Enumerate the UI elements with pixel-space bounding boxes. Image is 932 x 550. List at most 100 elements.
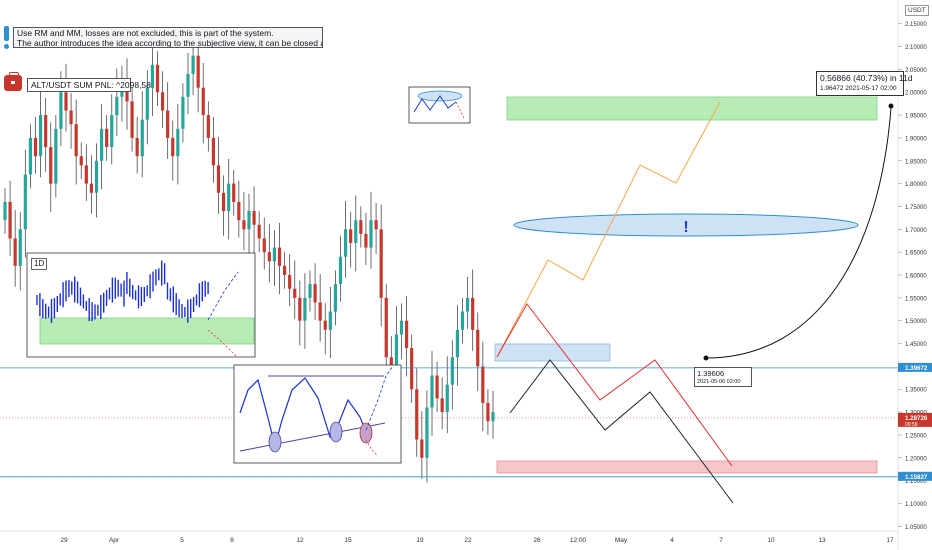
candle-body [176, 128, 180, 157]
candle-body [140, 119, 144, 157]
candle-body [227, 183, 231, 212]
disclaimer-note[interactable]: Use RM and MM, losses are not excluded, … [13, 27, 323, 48]
candle-body [130, 101, 134, 138]
candle-body [155, 64, 160, 93]
price-tick-label: 1.80000 [905, 182, 927, 188]
candle-body [84, 165, 88, 184]
candle-body [38, 115, 43, 157]
candle-body [59, 92, 63, 129]
pattern-icon-arrow [455, 101, 465, 119]
price-tick-label: 1.75000 [905, 205, 927, 211]
candle-body [232, 183, 236, 202]
candle-body [267, 252, 271, 262]
price-tick-label: 1.50000 [905, 319, 927, 325]
price-tick-label: 1.95000 [905, 114, 927, 120]
candle-body [242, 220, 246, 230]
time-tick-label: 29 [60, 537, 68, 544]
inset-right-shoulder [359, 422, 373, 444]
candle-body [135, 137, 139, 157]
candle-body [415, 389, 419, 440]
candle-body [486, 402, 490, 422]
time-tick-label: 8 [230, 537, 234, 544]
price-badge-value: 1.28726 [905, 415, 928, 422]
candle-body [460, 311, 465, 330]
candle-body [354, 220, 358, 244]
disclaimer-line-2: The author introduces the idea according… [17, 38, 322, 48]
candle-body [399, 320, 404, 335]
candle-body [491, 412, 495, 422]
candle-body [374, 220, 378, 230]
stop-zone [496, 460, 878, 474]
candle-body [465, 297, 470, 312]
candle-body [125, 83, 129, 102]
alert-mark: ! [683, 219, 688, 236]
inset-price-path [239, 377, 367, 449]
candle-body [237, 201, 241, 221]
time-tick-label: 10 [767, 537, 775, 544]
candle-body [435, 375, 439, 399]
target-point-dot [888, 103, 894, 109]
candle-body [3, 201, 7, 221]
time-tick-label: 5 [180, 537, 184, 544]
candle-body [410, 348, 414, 390]
candle-body [343, 229, 348, 257]
candle-body [450, 357, 454, 385]
candle-body [333, 284, 338, 312]
candle-body [74, 124, 78, 157]
disclaimer-line-1: Use RM and MM, losses are not excluded, … [17, 28, 274, 38]
candle-body [298, 297, 302, 321]
inset-head [329, 421, 343, 443]
anchor-point-label[interactable]: 1.39606 2021-05-06 02:00 [694, 367, 752, 387]
candle-body [420, 439, 424, 458]
currency-label: USDT [905, 5, 929, 16]
price-tick-label: 1.10000 [905, 502, 927, 508]
candle-body [49, 147, 53, 184]
candle-body [13, 238, 17, 266]
inset-down-path [365, 439, 379, 457]
bullish-projection [496, 101, 721, 358]
candle-body [476, 329, 480, 367]
time-tick-label: 26 [533, 537, 541, 544]
time-tick-label: Apr [109, 537, 120, 544]
projection-stats-label[interactable]: 0.56866 (40.73%) in 11d 1.96472 2021-05-… [816, 71, 913, 96]
drawings: ! [0, 86, 898, 504]
pattern-icon-line [413, 95, 457, 113]
bearish-projection [496, 303, 733, 467]
candle-body [262, 238, 266, 253]
projection-curve [705, 107, 892, 359]
candle-body [364, 233, 368, 248]
candle-body [8, 201, 12, 239]
price-badge-sub: 09:59 [905, 422, 918, 428]
price-axis[interactable]: 2.15000 2.10000 2.05000 2.00000 1.95000 1.900… [897, 0, 932, 550]
price-badge-value: 1.39672 [905, 365, 928, 372]
time-tick-label: 7 [719, 537, 723, 544]
candle-body [54, 128, 58, 184]
candle-body [64, 92, 68, 111]
time-tick-label: 19 [416, 537, 424, 544]
price-tick-label: 2.15000 [905, 22, 927, 28]
candle-body [394, 334, 399, 376]
price-tick-label: 1.35000 [905, 388, 927, 394]
projection-stats-main: 0.56866 (40.73%) in 11d [820, 73, 913, 83]
price-tick-label: 1.25000 [905, 433, 927, 439]
target-zone [506, 96, 878, 121]
time-tick-label: May [615, 537, 628, 544]
price-tick-label: 1.65000 [905, 251, 927, 257]
candle-body [272, 247, 277, 262]
price-badge [898, 362, 932, 372]
time-axis[interactable]: 29 Apr 5 8 12 15 19 22 26 12:00 May 4 7 10 13 17 [0, 530, 898, 544]
candle-body [89, 183, 94, 193]
candle-body [471, 297, 475, 330]
price-tick-label: 1.15000 [905, 479, 927, 485]
pnl-note[interactable]: ALT/USDT SUM PNL: ^2098,58. [27, 78, 153, 92]
candle-body [445, 384, 449, 413]
candle-body [288, 275, 292, 289]
time-tick-label: 4 [670, 537, 674, 544]
candle-body [186, 73, 190, 97]
time-tick-label: 12:00 [570, 537, 587, 544]
candle-body [282, 265, 287, 275]
inset-daily-up-path [207, 271, 239, 321]
anchor-point-dot [703, 355, 709, 361]
price-badge [898, 412, 932, 427]
